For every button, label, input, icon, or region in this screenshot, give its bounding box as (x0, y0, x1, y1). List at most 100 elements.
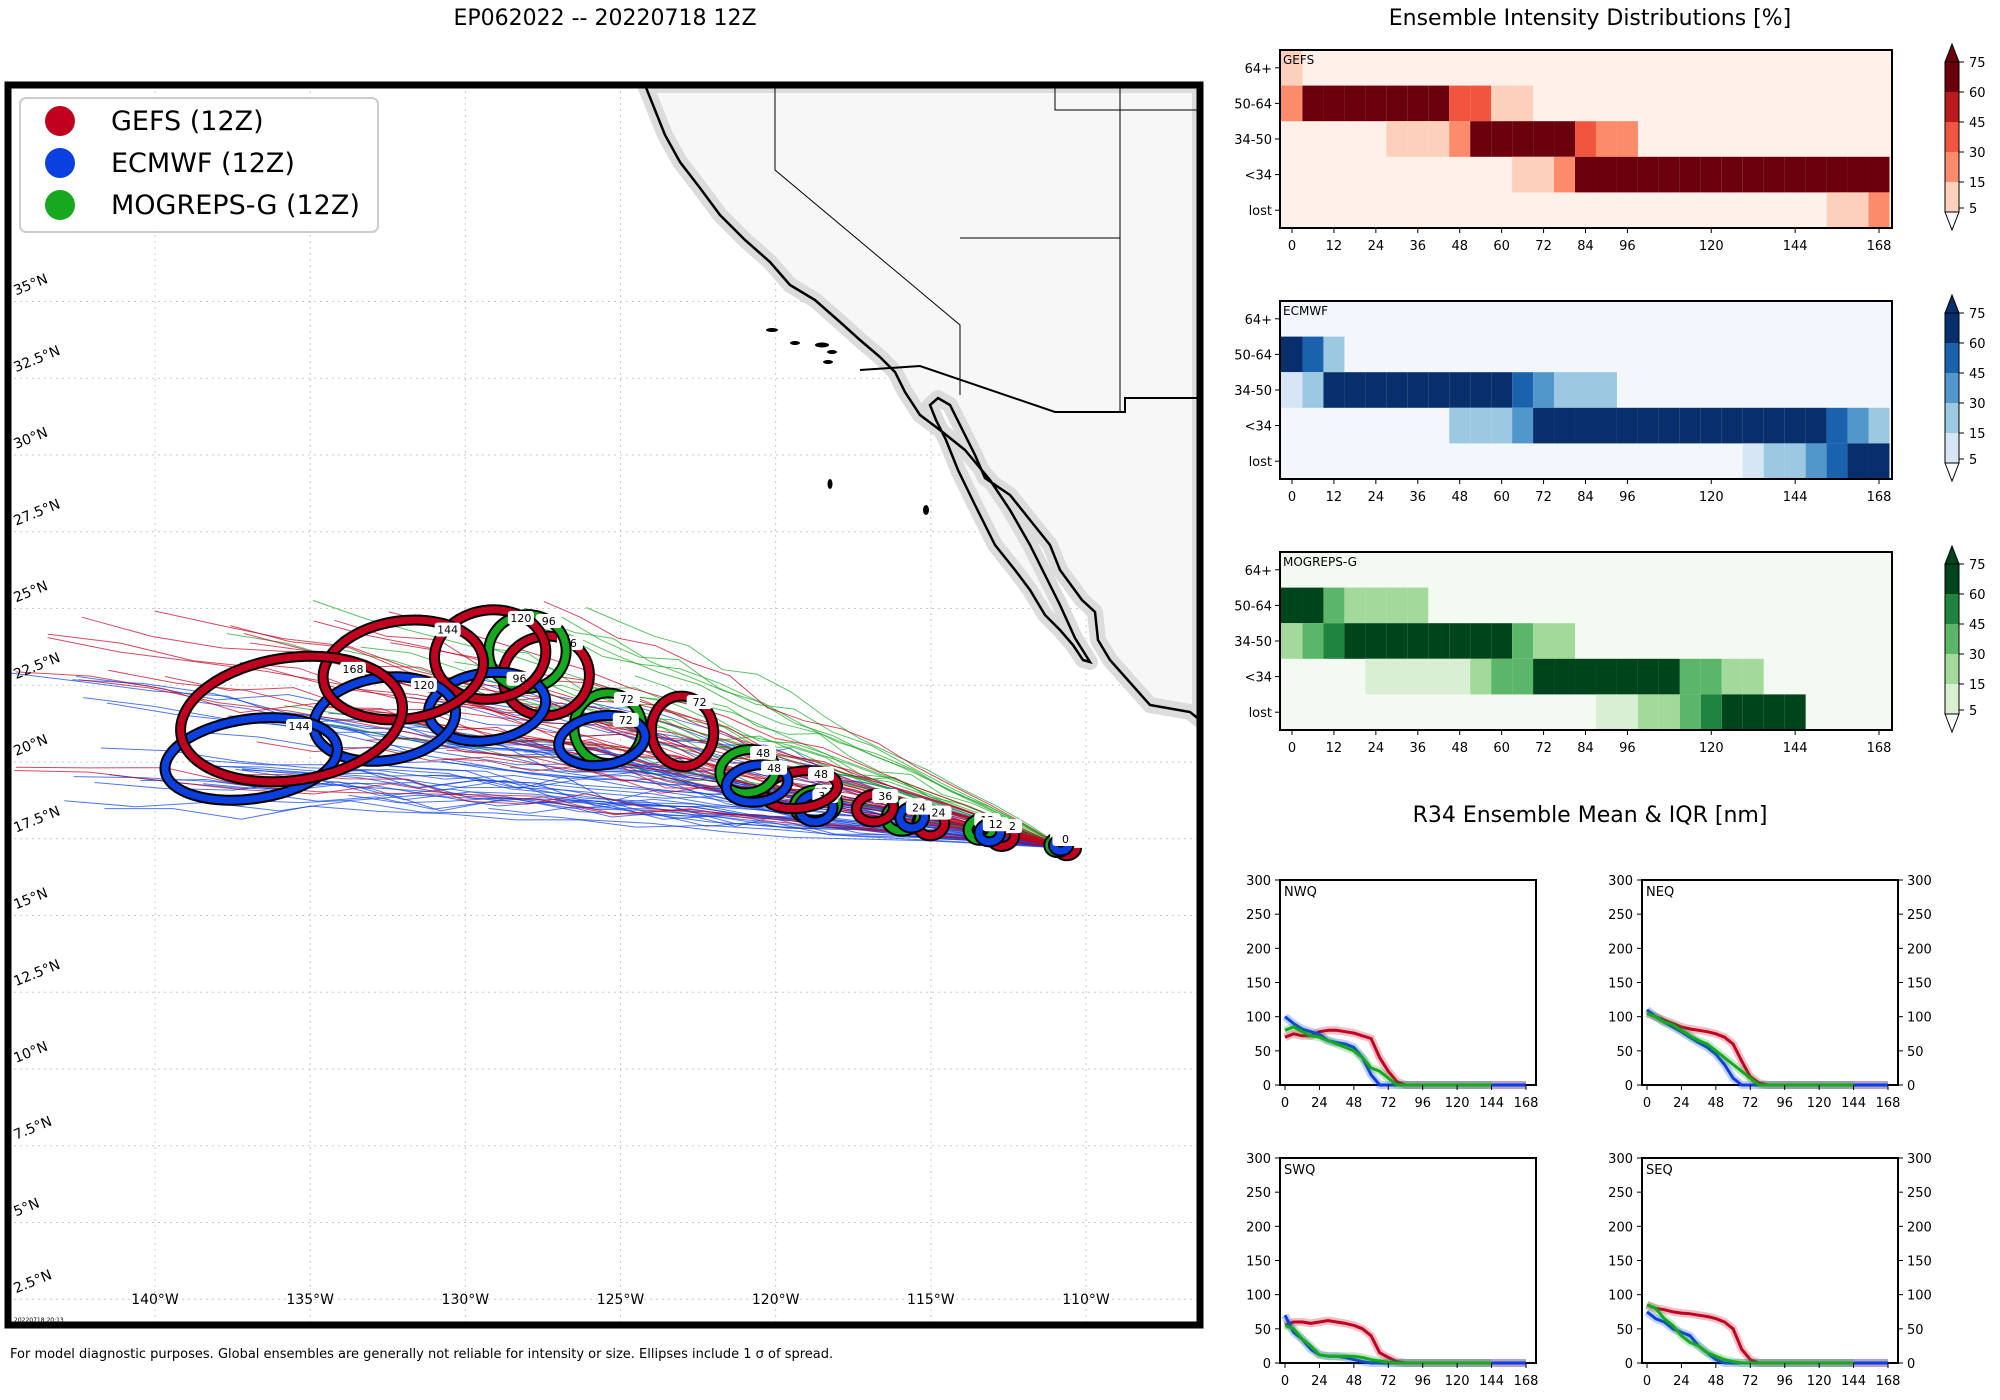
r34-x-tick: 120 (1807, 1374, 1832, 1389)
heatmap-title: GEFS (1283, 53, 1314, 67)
forecast-ellipse-gefs: 48 (758, 765, 843, 815)
heatmap-cell (1595, 694, 1617, 730)
colorbar-tick: 30 (1969, 648, 1986, 663)
r34-y-tick: 250 (1246, 908, 1271, 923)
heatmap-cell (1280, 50, 1303, 86)
heatmap-cell (1407, 658, 1429, 695)
heatmap-cell (1470, 407, 1492, 444)
heatmap-cell (1721, 694, 1743, 730)
forecast-hour-label: 48 (814, 768, 828, 781)
heatmap-cell (1595, 156, 1617, 193)
heatmap-title: MOGREPS-G (1283, 555, 1357, 569)
legend-label: MOGREPS-G (12Z) (111, 190, 360, 221)
lon-tick-label: 140°W (131, 1292, 179, 1308)
r34-y-tick: 300 (1907, 874, 1932, 889)
heatmap-cell (1470, 623, 1492, 659)
heatmap-cell (1407, 587, 1429, 624)
heatmap-x-tick: 72 (1535, 741, 1552, 756)
heatmap-cell (1700, 694, 1722, 730)
heatmap-cell (1428, 121, 1450, 157)
r34-panel-nwq: NWQ 0 50 100 150 200 250 300 0 24 48 72 96 120 144 168 (1246, 874, 1538, 1111)
lon-tick-label: 125°W (597, 1292, 645, 1308)
colorbar-tick: 5 (1969, 202, 1977, 217)
heatmap-x-tick: 120 (1699, 490, 1724, 505)
heatmap-cell (1784, 694, 1806, 730)
heatmap-x-tick: 144 (1783, 239, 1808, 254)
heatmap-cell (1742, 156, 1764, 193)
r34-x-tick: 144 (1479, 1374, 1504, 1389)
r34-y-tick: 0 (1263, 1079, 1271, 1094)
r34-x-tick: 48 (1346, 1374, 1363, 1389)
r34-y-tick: 50 (1254, 1045, 1271, 1060)
heatmap-cell (1554, 121, 1576, 157)
heatmap-x-tick: 168 (1867, 741, 1892, 756)
legend-marker (45, 148, 75, 178)
colorbar-tick: 15 (1969, 427, 1986, 442)
heatmap-cell (1763, 156, 1785, 193)
r34-y-tick: 100 (1246, 1011, 1271, 1026)
r34-y-tick: 200 (1907, 942, 1932, 957)
heatmap-cell (1323, 50, 1345, 86)
heatmap-x-tick: 168 (1867, 239, 1892, 254)
forecast-ellipse-ecmwf: 48 (720, 759, 794, 808)
heatmap-x-tick: 144 (1783, 490, 1808, 505)
heatmap-cell (1742, 694, 1764, 730)
heatmap-cell (1784, 443, 1806, 479)
r34-x-tick: 144 (1479, 1096, 1504, 1111)
heatmap-gefs: GEFS 64+ 50-64 34-50 <34 lost 0 12 24 36 48 60 72 84 9… (1234, 42, 1986, 254)
colorbar-tick: 75 (1969, 56, 1986, 71)
heatmap-cell (1428, 372, 1450, 408)
heatmap-cell (1784, 407, 1806, 444)
colorbar-tick: 60 (1969, 337, 1986, 352)
heatmap-row-label: <34 (1245, 169, 1272, 184)
timestamp-small: 20220718 20:13 (14, 1317, 64, 1324)
lon-tick-label: 135°W (286, 1292, 334, 1308)
heatmap-cell (1449, 372, 1471, 408)
heatmap-x-tick: 48 (1451, 490, 1468, 505)
heatmap-cell (1637, 156, 1659, 193)
r34-x-tick: 96 (1414, 1374, 1431, 1389)
heatmap-x-tick: 120 (1699, 741, 1724, 756)
heatmap-cell (1302, 372, 1324, 408)
heatmap-cell (1323, 336, 1345, 373)
lon-tick-label: 110°W (1062, 1292, 1110, 1308)
heatmap-cell (1658, 156, 1680, 193)
heatmap-cell (1554, 372, 1576, 408)
heatmap-cell (1491, 658, 1513, 695)
heatmap-cell (1512, 407, 1534, 444)
heatmap-cell (1407, 372, 1429, 408)
r34-y-tick: 100 (1907, 1011, 1932, 1026)
heatmap-cell (1386, 658, 1408, 695)
heatmap-row-label: 64+ (1245, 313, 1272, 328)
r34-y-tick: 200 (1246, 942, 1271, 957)
heatmap-cell (1302, 587, 1324, 624)
colorbar-tick: 5 (1969, 704, 1977, 719)
heatmap-cell (1365, 623, 1387, 659)
legend-marker (45, 190, 75, 220)
heatmap-row-label: <34 (1245, 671, 1272, 686)
r34-panel-title: SWQ (1284, 1163, 1315, 1178)
heatmap-cell (1742, 407, 1764, 444)
heatmap-x-tick: 48 (1451, 239, 1468, 254)
r34-y-tick: 0 (1625, 1357, 1633, 1372)
r34-y-tick: 200 (1246, 1220, 1271, 1235)
ensemble-track-mogreps-g (292, 719, 1065, 849)
forecast-hour-label: 12 (989, 818, 1003, 831)
heatmap-cell (1491, 121, 1513, 157)
heatmap-cell (1533, 658, 1555, 695)
ensemble-track-gefs (388, 611, 1065, 849)
r34-x-tick: 144 (1841, 1096, 1866, 1111)
heatmap-row-label: 64+ (1245, 564, 1272, 579)
colorbar-tick: 60 (1969, 86, 1986, 101)
heatmap-cell (1847, 156, 1869, 193)
heatmap-cell (1449, 658, 1471, 695)
r34-y-tick: 100 (1608, 1289, 1633, 1304)
intensity-title: Ensemble Intensity Distributions [%] (1388, 6, 1792, 31)
ensemble-track-mogreps-g (524, 607, 1065, 849)
heatmap-cell (1386, 121, 1408, 157)
heatmap-cell (1280, 587, 1303, 624)
forecast-hour-label: 36 (878, 790, 892, 803)
r34-y-tick: 150 (1907, 977, 1932, 992)
heatmap-cell (1512, 658, 1534, 695)
r34-y-tick: 150 (1608, 977, 1633, 992)
